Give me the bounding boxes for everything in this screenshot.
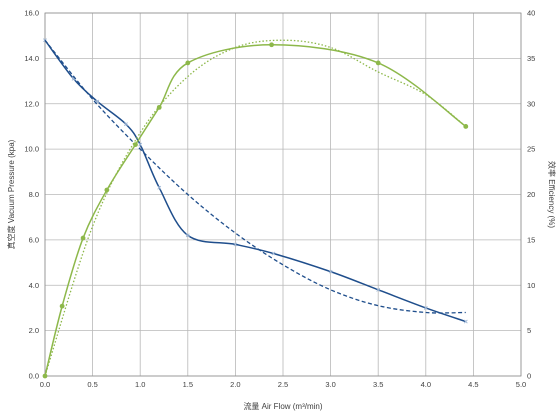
tick-labels: 0.0 0.5 1.0 1.5 2.0 2.5 3.0 3.5 4.0 4.5 5.0 0.0 2.0 4… xyxy=(24,9,535,390)
y-right-axis-title: 效率 Efficiency (%) xyxy=(547,161,557,228)
x-tick-label: 4.5 xyxy=(468,380,478,389)
y-right-tick-label: 0 xyxy=(527,372,531,381)
pressure-point xyxy=(423,306,428,310)
efficiency-point xyxy=(375,60,381,66)
y-right-tick-label: 35 xyxy=(527,54,535,63)
plot-frame xyxy=(44,12,522,377)
pressure-point xyxy=(328,269,333,274)
y-left-tick-label: 0.0 xyxy=(29,372,39,381)
efficiency-point xyxy=(80,235,86,241)
pressure-point xyxy=(124,122,128,127)
y-left-tick-label: 12.0 xyxy=(24,99,39,108)
y-right-tick-label: 30 xyxy=(527,99,535,108)
efficiency-point xyxy=(156,104,162,110)
pressure-line xyxy=(44,39,467,323)
y-left-tick-label: 2.0 xyxy=(29,326,39,335)
series-layer xyxy=(42,38,469,379)
pressure-point xyxy=(463,319,468,324)
y-right-tick-label: 40 xyxy=(527,9,535,18)
pressure-point xyxy=(138,142,143,147)
y-right-tick-label: 20 xyxy=(527,190,535,199)
y-left-tick-label: 6.0 xyxy=(29,235,39,244)
efficiency-point xyxy=(269,42,274,48)
pressure-trend-line xyxy=(44,39,466,314)
y-left-axis-title: 真空度 Vacuum Pressure (kpa) xyxy=(6,139,16,249)
y-left-tick-label: 4.0 xyxy=(29,281,39,290)
y-right-tick-label: 15 xyxy=(527,235,535,244)
pressure-point xyxy=(185,233,190,238)
y-right-tick-label: 5 xyxy=(527,326,531,335)
x-tick-label: 2.0 xyxy=(230,380,240,389)
y-right-tick-label: 10 xyxy=(527,281,535,290)
pressure-point xyxy=(376,287,381,292)
x-axis-title: 流量 Air Flow (m³/min) xyxy=(243,401,322,411)
y-left-tick-label: 8.0 xyxy=(29,190,39,199)
y-right-tick-label: 25 xyxy=(527,145,535,154)
x-tick-label: 1.5 xyxy=(183,380,193,389)
efficiency-point xyxy=(185,60,191,66)
grid-lines xyxy=(44,12,522,377)
efficiency-point xyxy=(133,142,138,147)
x-tick-label: 3.0 xyxy=(325,380,335,389)
x-tick-label: 3.5 xyxy=(373,380,383,389)
x-tick-label: 2.5 xyxy=(278,380,288,389)
y-left-tick-label: 14.0 xyxy=(24,54,39,63)
y-left-tick-label: 16.0 xyxy=(24,9,39,18)
x-tick-label: 0.0 xyxy=(40,380,50,389)
efficiency-point xyxy=(104,187,110,193)
pressure-point xyxy=(271,251,276,256)
y-left-tick-label: 10.0 xyxy=(24,145,39,154)
x-tick-label: 0.5 xyxy=(87,380,97,389)
efficiency-point xyxy=(463,124,469,129)
x-tick-label: 1.0 xyxy=(135,380,145,389)
efficiency-trend-line xyxy=(44,39,467,377)
pressure-point xyxy=(233,242,238,247)
efficiency-line xyxy=(44,44,467,377)
efficiency-point xyxy=(59,303,65,309)
x-tick-label: 4.0 xyxy=(421,380,431,389)
pressure-point xyxy=(157,185,162,190)
x-tick-label: 5.0 xyxy=(516,380,526,389)
